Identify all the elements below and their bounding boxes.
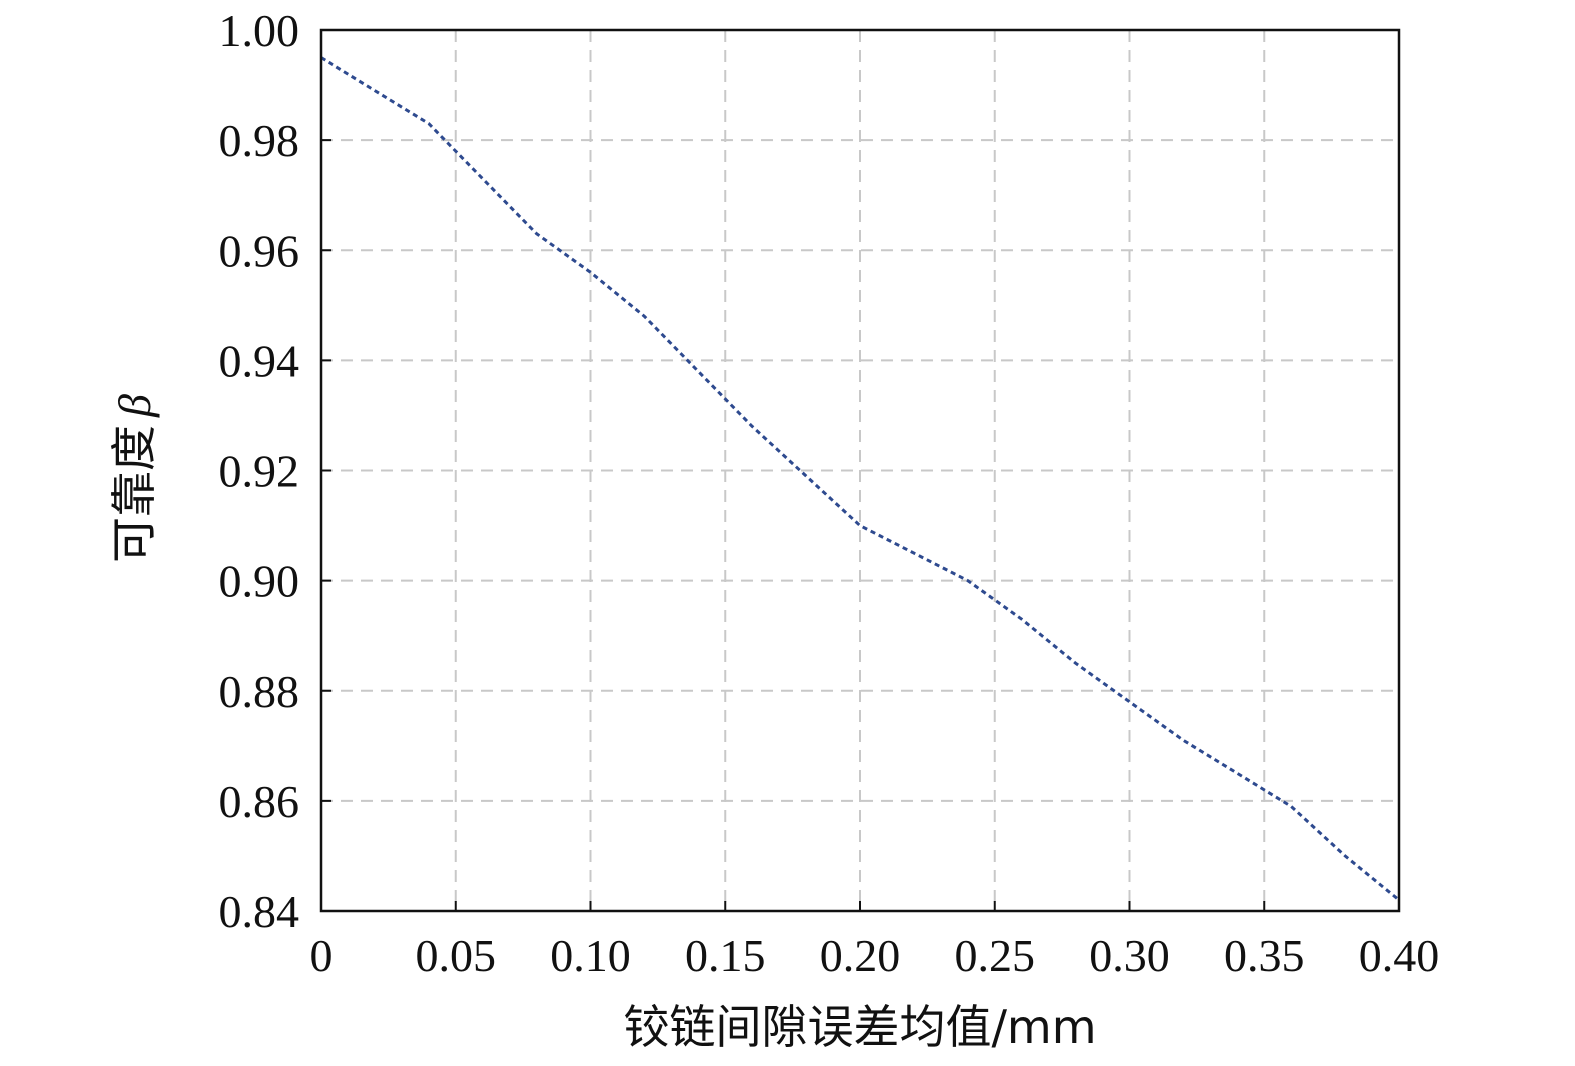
y-tick-label: 0.92 [219,446,300,497]
x-tick-label: 0.05 [416,930,497,981]
y-tick-label: 0.84 [219,886,300,937]
y-tick-label: 0.90 [219,556,300,607]
y-axis-title-text: 可靠度 [107,425,161,563]
x-tick-label: 0.10 [550,930,631,981]
series-line [320,56,1400,902]
x-tick-label: 0.40 [1359,930,1440,981]
y-axis-ticks: 0.84 0.86 0.88 0.90 0.92 0.94 0.96 0.98 1.00 [219,5,331,937]
y-tick-label: 1.00 [219,5,300,56]
y-tick-label: 0.98 [219,115,300,166]
x-tick-label: 0.25 [955,930,1036,981]
y-tick-label: 0.94 [219,335,300,386]
grid [321,30,1399,911]
y-axis-title: 可靠度 β [107,394,161,563]
y-tick-label: 0.96 [219,225,300,276]
x-tick-label: 0 [310,930,333,981]
y-axis-title-symbol: β [109,394,160,418]
x-tick-label: 0.20 [820,930,901,981]
x-axis-ticks: 0 0.05 0.10 0.15 0.20 0.25 0.30 0.35 0.40 [310,901,1440,981]
x-tick-label: 0.30 [1089,930,1170,981]
y-tick-label: 0.88 [219,666,300,717]
x-tick-label: 0.35 [1224,930,1305,981]
x-tick-label: 0.15 [685,930,766,981]
y-tick-label: 0.86 [219,776,300,827]
x-axis-title: 铰链间隙误差均值/mm [623,1000,1096,1054]
